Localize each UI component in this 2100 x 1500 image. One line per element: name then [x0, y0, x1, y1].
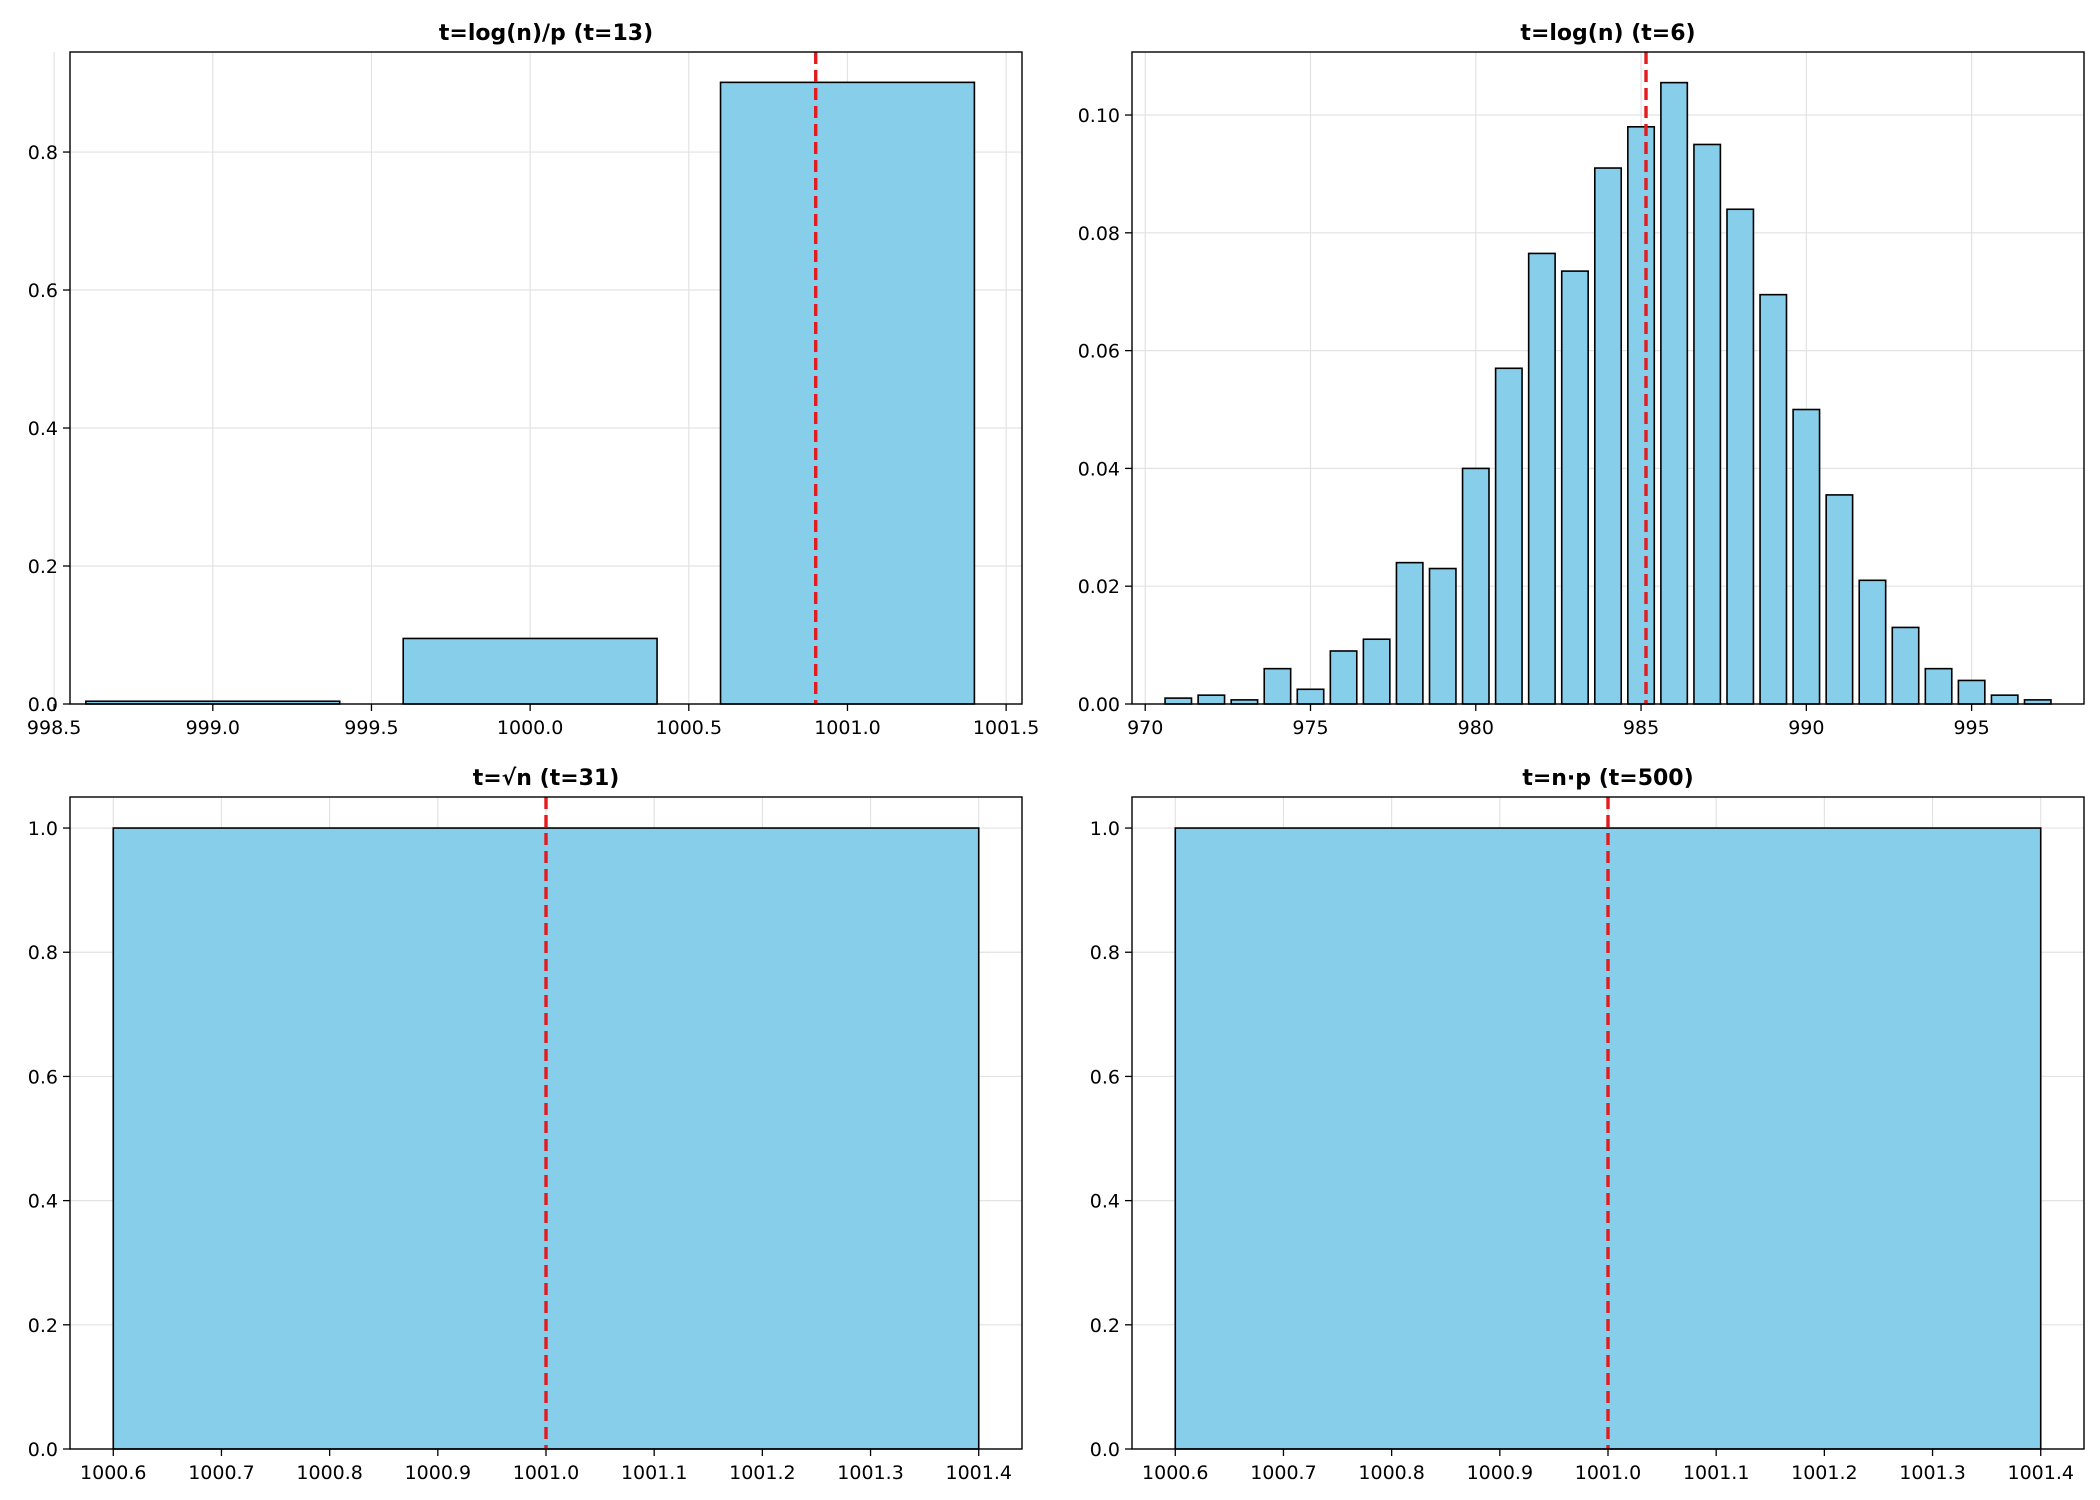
bar	[719, 81, 976, 705]
y-tick-label: 0.8	[28, 142, 58, 164]
bar	[1296, 688, 1325, 705]
x-tick-label: 1000.6	[1142, 1462, 1208, 1484]
bar	[1825, 494, 1854, 705]
bar	[1428, 567, 1457, 705]
y-tick-label: 0.00	[1078, 694, 1120, 716]
bar	[1792, 408, 1821, 705]
chart-title: t=√n (t=31)	[473, 766, 620, 791]
y-tick-label: 0.4	[28, 418, 58, 440]
bar	[402, 637, 658, 705]
bar	[1494, 367, 1523, 705]
y-tick-label: 0.2	[28, 1315, 58, 1337]
bar	[1660, 81, 1689, 705]
bar	[1593, 167, 1623, 705]
x-tick-label: 1001.2	[1791, 1462, 1857, 1484]
y-tick-label: 0.06	[1078, 341, 1120, 363]
bar	[1164, 697, 1193, 705]
y-tick-label: 0.6	[1090, 1066, 1120, 1088]
chart-panel-3: 1000.6 1000.7 1000.8 1000.9 1001.0 1001.1 1001…	[28, 766, 1023, 1484]
y-tick-label: 0.6	[28, 280, 58, 302]
chart-panel-2: 970 975 980 985 990 995 0.00 0.02 0.04 0.06 0.08 0.…	[1078, 21, 2085, 739]
y-tick-label: 0.0	[28, 694, 58, 716]
axes-frame	[69, 51, 1023, 705]
chart-panel-4: 1000.6 1000.7 1000.8 1000.9 1001.0 1001.1 1001…	[1090, 766, 2085, 1484]
x-tick-label: 1001.0	[1575, 1462, 1641, 1484]
y-tick-label: 0.04	[1078, 458, 1120, 480]
chart-title: t=n·p (t=500)	[1522, 766, 1693, 791]
x-tick-label: 1001.4	[2007, 1462, 2073, 1484]
y-tick-label: 0.2	[28, 556, 58, 578]
y-tick-label: 0.6	[28, 1066, 58, 1088]
x-tick-label: 999.0	[186, 717, 240, 739]
bar	[1891, 626, 1920, 705]
x-tick-label: 990	[1788, 717, 1824, 739]
x-tick-label: 1000.8	[296, 1462, 362, 1484]
bar	[1627, 126, 1656, 705]
x-tick-label: 985	[1623, 717, 1659, 739]
x-tick-label: 1001.4	[945, 1462, 1011, 1484]
x-tick-label: 1001.1	[1683, 1462, 1749, 1484]
x-tick-label: 1000.9	[1467, 1462, 1533, 1484]
x-tick-label: 1001.2	[729, 1462, 795, 1484]
bar	[1924, 667, 1953, 705]
bar	[1693, 143, 1722, 705]
x-tick-label: 998.5	[27, 717, 81, 739]
x-tick-label: 1000.9	[405, 1462, 471, 1484]
y-tick-label: 0.0	[1090, 1439, 1120, 1461]
y-tick-label: 0.4	[28, 1191, 58, 1213]
bar	[1759, 293, 1788, 705]
x-tick-label: 1000.5	[656, 717, 722, 739]
x-tick-label: 975	[1292, 717, 1328, 739]
bar	[1990, 694, 2019, 705]
x-tick-label: 1001.3	[837, 1462, 903, 1484]
chart-title: t=log(n)/p (t=13)	[439, 21, 653, 46]
x-tick-label: 1001.0	[814, 717, 880, 739]
bar	[1461, 467, 1490, 705]
x-tick-label: 1001.1	[621, 1462, 687, 1484]
x-tick-label: 1000.0	[497, 717, 563, 739]
y-tick-label: 0.8	[1090, 942, 1120, 964]
bar	[1560, 270, 1589, 705]
axes-frame	[1131, 51, 2085, 705]
x-tick-label: 995	[1953, 717, 1989, 739]
bar	[1858, 579, 1887, 705]
y-tick-label: 0.02	[1078, 576, 1120, 598]
x-tick-label: 1000.7	[188, 1462, 254, 1484]
y-tick-label: 0.4	[1090, 1191, 1120, 1213]
bar	[1527, 252, 1556, 705]
y-tick-label: 0.10	[1078, 105, 1120, 127]
bar	[1263, 667, 1292, 705]
x-tick-label: 1001.5	[973, 717, 1039, 739]
bar	[1362, 638, 1391, 705]
x-tick-label: 970	[1127, 717, 1163, 739]
x-tick-label: 1001.0	[513, 1462, 579, 1484]
chart-panel-1: 998.5 999.0 999.5 1000.0 1000.5 1001.0 1001.5 0…	[27, 21, 1039, 739]
bar	[1197, 694, 1226, 705]
y-tick-label: 0.0	[28, 1439, 58, 1461]
bar	[1395, 561, 1424, 705]
chart-title: t=log(n) (t=6)	[1520, 21, 1695, 46]
y-tick-label: 1.0	[28, 818, 58, 840]
x-tick-label: 1001.3	[1899, 1462, 1965, 1484]
x-tick-label: 1000.7	[1250, 1462, 1316, 1484]
x-tick-label: 999.5	[344, 717, 398, 739]
x-tick-label: 1000.6	[80, 1462, 146, 1484]
bar	[1329, 650, 1358, 705]
bar	[1726, 208, 1755, 705]
y-tick-label: 0.8	[28, 942, 58, 964]
y-tick-label: 1.0	[1090, 818, 1120, 840]
x-tick-label: 1000.8	[1358, 1462, 1424, 1484]
y-tick-label: 0.2	[1090, 1315, 1120, 1337]
x-tick-label: 980	[1458, 717, 1494, 739]
y-tick-label: 0.08	[1078, 223, 1120, 245]
bar	[1957, 679, 1986, 705]
